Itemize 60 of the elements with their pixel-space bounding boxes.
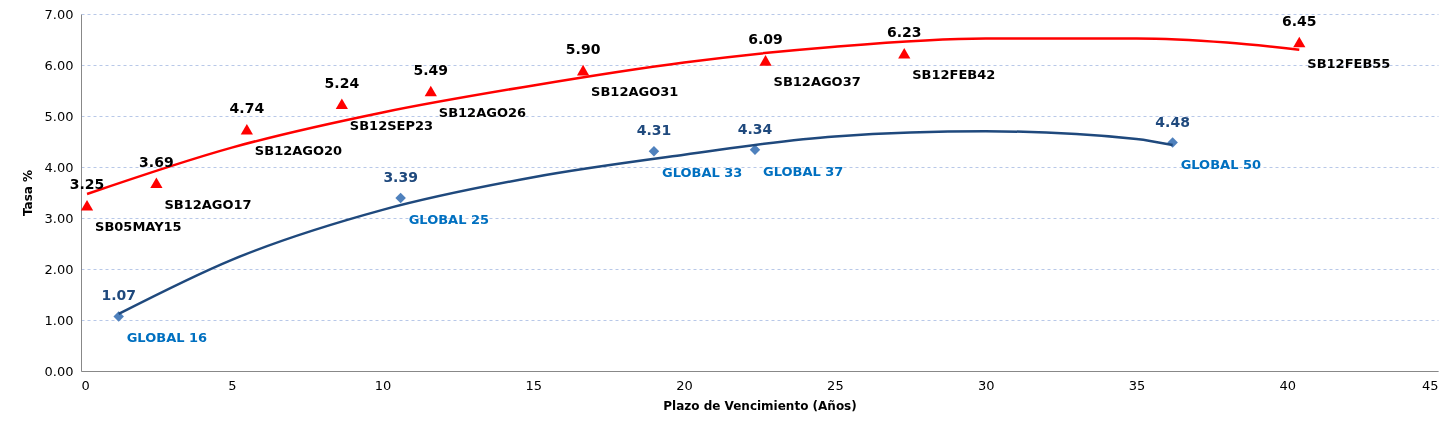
- data-label: 4.34: [737, 120, 773, 137]
- annotation: SB12AGO26: [438, 105, 527, 121]
- data-label: 5.24: [324, 74, 360, 91]
- point: [80, 199, 94, 211]
- y-axis-title: Tasa %: [20, 169, 35, 217]
- y-tick-label: 4.00: [44, 159, 74, 175]
- x-tick-label: 0: [81, 377, 90, 393]
- data-label: 6.45: [1282, 13, 1317, 30]
- point: [150, 177, 163, 189]
- annotation: GLOBAL 50: [1180, 156, 1262, 172]
- x-tick-label: 20: [676, 377, 693, 393]
- annotation: SB12AGO20: [254, 143, 343, 159]
- annotation: SB12AGO31: [591, 84, 679, 100]
- point: [240, 123, 253, 135]
- y-tick-label: 3.00: [44, 210, 74, 226]
- data-label: 6.23: [886, 24, 922, 41]
- y-tick-label: 5.00: [44, 108, 74, 124]
- point: [1293, 36, 1306, 48]
- x-tick-label: 5: [228, 377, 237, 393]
- point: [898, 47, 911, 59]
- x-axis-title: Plazo de Vencimiento (Años): [663, 398, 857, 413]
- annotation: GLOBAL 25: [408, 212, 490, 228]
- annotation: GLOBAL 37: [762, 163, 844, 179]
- data-label: 1.07: [101, 287, 136, 304]
- point: [113, 311, 124, 322]
- x-tick-label: 35: [1128, 377, 1146, 393]
- y-tick-label: 0.00: [44, 363, 74, 379]
- data-label: 3.25: [69, 176, 105, 193]
- annotation: SB12FEB55: [1307, 56, 1391, 72]
- annotation: SB12AGO37: [773, 74, 861, 90]
- point: [576, 64, 590, 76]
- annotation: GLOBAL 16: [126, 330, 208, 346]
- data-label: 5.90: [565, 41, 601, 58]
- x-tick-label: 10: [374, 377, 392, 393]
- annotation: SB12AGO17: [164, 196, 252, 212]
- point: [335, 98, 348, 110]
- x-tick-label: 40: [1279, 377, 1296, 393]
- x-tick-label: 45: [1421, 377, 1439, 393]
- annotation: GLOBAL 33: [661, 165, 743, 181]
- point: [759, 55, 772, 66]
- annotation: SB12FEB42: [912, 67, 996, 83]
- y-tick-label: 2.00: [44, 261, 74, 277]
- annotation: SB12SEP23: [349, 117, 434, 133]
- y-tick-label: 6.00: [44, 57, 74, 73]
- point: [424, 85, 437, 97]
- data-label: 3.39: [383, 169, 418, 186]
- annotation: SB05MAY15: [95, 219, 182, 235]
- x-tick-label: 15: [525, 377, 543, 393]
- point: [395, 192, 406, 204]
- x-tick-label: 30: [977, 377, 995, 393]
- data-label: 3.69: [139, 153, 174, 170]
- y-tick-label: 1.00: [44, 312, 74, 328]
- point: [648, 145, 660, 157]
- data-label: 4.48: [1155, 113, 1190, 130]
- y-tick-label: 7.00: [44, 6, 74, 22]
- data-label: 6.09: [748, 31, 783, 48]
- data-label: 4.74: [229, 100, 265, 117]
- data-label: 4.31: [636, 122, 672, 139]
- data-label: 5.49: [413, 62, 449, 79]
- x-tick-label: 25: [827, 377, 844, 393]
